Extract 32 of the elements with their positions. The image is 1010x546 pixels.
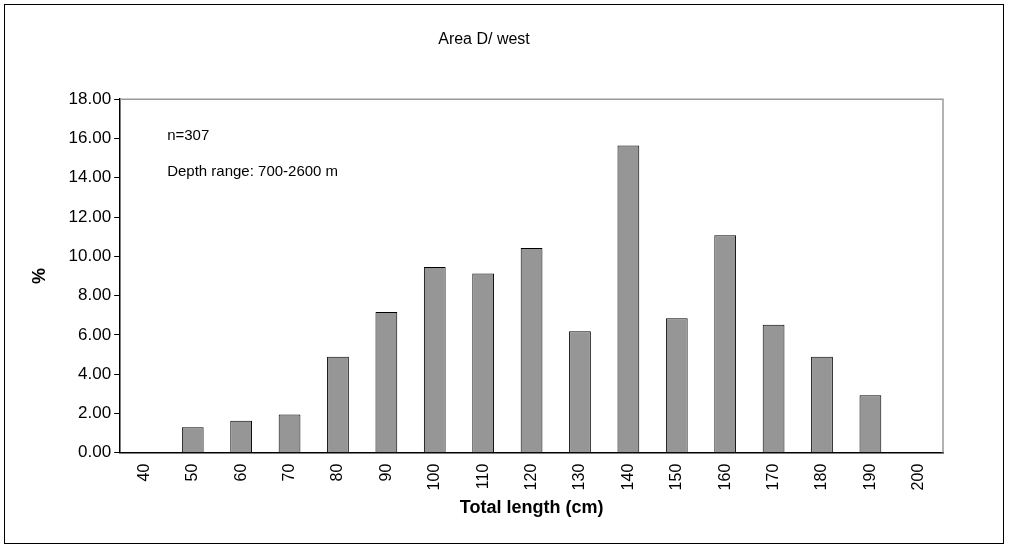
- y-tick-label: 0.00: [78, 442, 112, 462]
- x-tick-label: 90: [376, 463, 394, 482]
- x-tick-label: 120: [521, 463, 539, 491]
- y-tick-label: 8.00: [78, 285, 112, 305]
- y-tick-label: 14.00: [68, 167, 112, 187]
- x-tick-label: 190: [860, 463, 878, 491]
- y-tick-label: 18.00: [68, 88, 112, 108]
- x-tick-label: 100: [425, 463, 443, 491]
- x-tick-label: 140: [618, 463, 636, 491]
- x-tick-label: 40: [134, 463, 152, 482]
- x-axis-title: Total length (cm): [459, 497, 604, 518]
- x-tick-label: 150: [667, 463, 685, 491]
- annotation: n=307: [167, 126, 210, 144]
- annotation: Depth range: 700-2600 m: [167, 162, 339, 180]
- x-tick-label: 80: [328, 463, 346, 482]
- chart-title: Area D/ west: [438, 30, 531, 48]
- y-tick-label: 12.00: [68, 206, 112, 226]
- x-tick-label: 50: [183, 463, 201, 482]
- x-tick-label: 170: [763, 463, 781, 491]
- x-tick-label: 110: [473, 463, 491, 490]
- x-tick-label: 160: [715, 463, 733, 491]
- y-axis-title: %: [28, 267, 49, 284]
- y-tick-label: 4.00: [78, 363, 112, 383]
- y-tick-label: 6.00: [78, 324, 112, 344]
- y-tick-label: 10.00: [68, 246, 112, 265]
- x-tick-label: 200: [909, 463, 927, 491]
- x-tick-label: 60: [231, 463, 249, 482]
- y-tick-label: 16.00: [68, 128, 112, 148]
- x-tick-label: 180: [812, 463, 830, 491]
- x-tick-label: 70: [279, 463, 297, 482]
- x-tick-label: 130: [570, 463, 588, 491]
- y-tick-label: 2.00: [78, 403, 112, 423]
